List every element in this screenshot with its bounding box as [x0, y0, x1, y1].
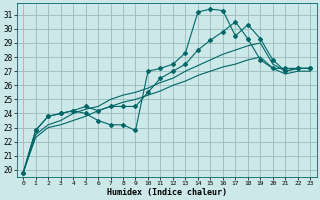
X-axis label: Humidex (Indice chaleur): Humidex (Indice chaleur) [107, 188, 227, 197]
